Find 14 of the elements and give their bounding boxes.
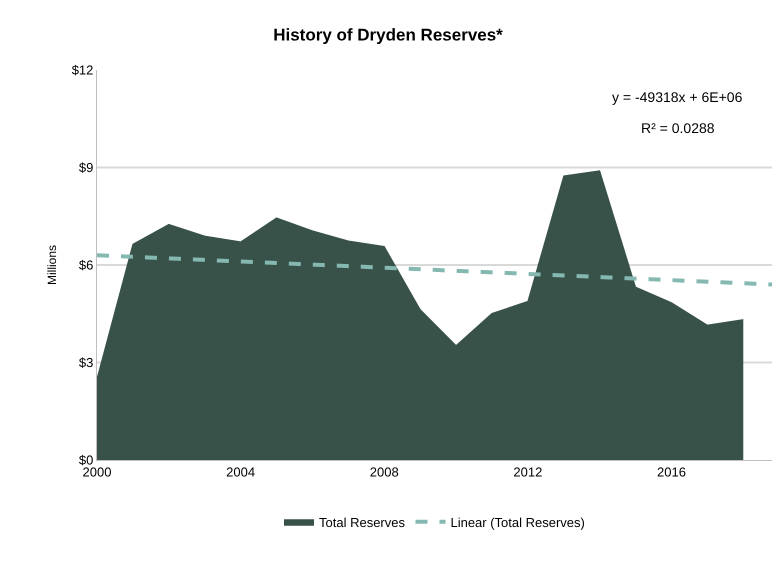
legend-label: Total Reserves bbox=[319, 514, 406, 530]
x-tick-label: 2012 bbox=[513, 464, 542, 480]
legend-label: Linear (Total Reserves) bbox=[450, 514, 585, 530]
annotation: y = -49318x + 6E+06 bbox=[612, 89, 743, 105]
y-tick-label: $3 bbox=[78, 355, 94, 370]
y-tick-label: $12 bbox=[72, 62, 94, 78]
x-tick-label: 2008 bbox=[370, 464, 399, 480]
x-tick-label: 2016 bbox=[657, 464, 686, 480]
x-tick-label: 2004 bbox=[226, 464, 256, 480]
y-tick-label: $6 bbox=[78, 258, 94, 273]
y-tick-label: $9 bbox=[78, 160, 94, 176]
chart-title: History of Dryden Reserves* bbox=[273, 26, 504, 45]
y-axis-title: Millions bbox=[44, 244, 59, 286]
annotation: R² = 0.0288 bbox=[641, 120, 715, 136]
